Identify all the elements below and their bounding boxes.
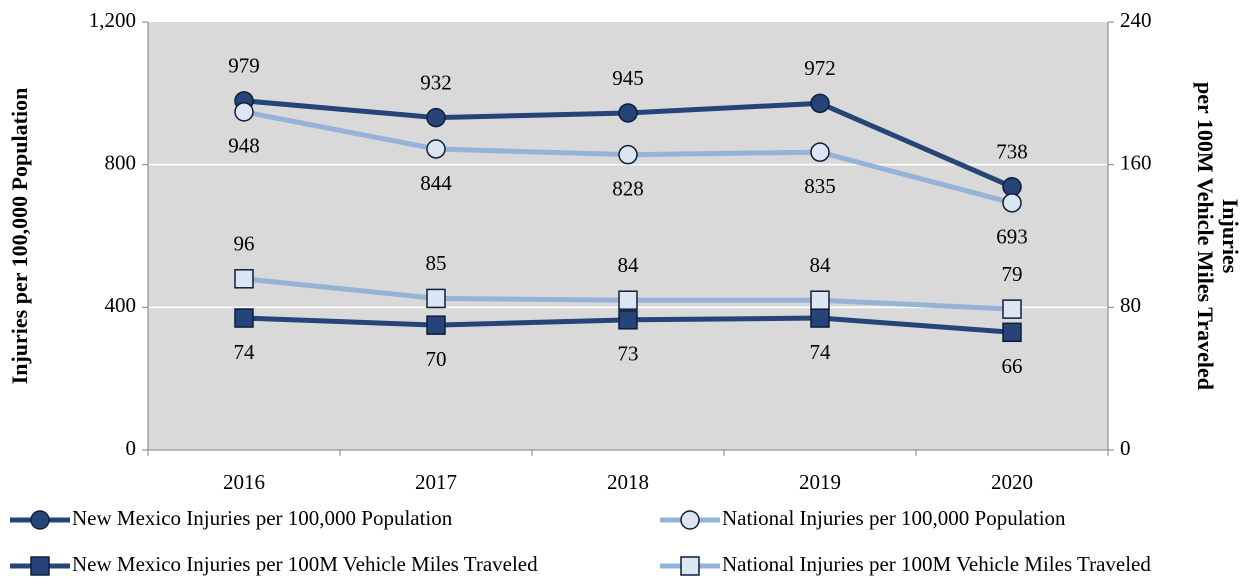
y-tick-label: 800 [105, 150, 137, 174]
data-label: 844 [420, 171, 452, 195]
plot-area [148, 22, 1108, 450]
marker [618, 310, 638, 330]
data-label: 70 [426, 347, 447, 371]
data-label: 66 [1002, 354, 1023, 378]
y-tick-label: 1,200 [89, 8, 136, 32]
legend-marker [680, 510, 700, 530]
y2-tick-label: 160 [1120, 150, 1152, 174]
marker [426, 288, 446, 309]
y2-tick-label: 0 [1120, 436, 1131, 460]
y-axis-title: Injuries per 100,000 Population [7, 88, 32, 385]
marker [1002, 322, 1022, 343]
y2-tick-label: 240 [1120, 8, 1152, 32]
data-label: 979 [228, 54, 260, 78]
legend-label: National Injuries per 100,000 Population [722, 506, 1066, 530]
data-label: 74 [810, 340, 832, 364]
marker [234, 308, 254, 328]
data-label: 84 [810, 253, 832, 277]
data-label: 84 [618, 253, 640, 277]
marker [618, 144, 638, 165]
y2-tick-label: 80 [1120, 293, 1141, 317]
data-label: 79 [1002, 262, 1023, 286]
marker [234, 269, 254, 289]
data-label: 85 [426, 251, 447, 275]
y-tick-label: 0 [126, 436, 137, 460]
legend-label: National Injuries per 100M Vehicle Miles… [722, 552, 1151, 576]
legend-label: New Mexico Injuries per 100,000 Populati… [72, 506, 453, 530]
marker [618, 290, 638, 310]
data-label: 693 [996, 225, 1028, 249]
x-tick-label: 2018 [607, 470, 649, 494]
x-tick-label: 2020 [991, 470, 1033, 494]
marker [1002, 299, 1022, 319]
marker [810, 308, 830, 328]
marker [426, 107, 446, 128]
x-tick-label: 2017 [415, 470, 457, 494]
marker [618, 103, 638, 123]
marker [810, 93, 830, 114]
y-tick-label: 400 [105, 293, 137, 317]
x-tick-label: 2019 [799, 470, 841, 494]
marker [810, 142, 830, 162]
data-label: 945 [612, 66, 644, 90]
data-label: 96 [234, 232, 255, 256]
data-label: 932 [420, 70, 452, 94]
data-label: 74 [234, 340, 256, 364]
marker [426, 315, 446, 335]
y2-axis-title: per 100M Vehicle Miles Traveled [1193, 82, 1218, 390]
legend-label: New Mexico Injuries per 100M Vehicle Mil… [72, 552, 538, 576]
legend-marker [30, 510, 50, 530]
y2-axis-title: Injuries [1218, 199, 1243, 274]
data-label: 972 [804, 56, 836, 80]
legend-marker [680, 556, 700, 576]
marker [810, 290, 830, 310]
marker [1002, 193, 1022, 213]
data-label: 738 [996, 140, 1028, 164]
marker [234, 102, 254, 122]
data-label: 948 [228, 134, 260, 158]
marker [426, 139, 446, 159]
data-label: 835 [804, 174, 836, 198]
data-label: 828 [612, 176, 644, 200]
legend-marker [30, 556, 50, 576]
x-tick-label: 2016 [223, 470, 265, 494]
data-label: 73 [618, 342, 639, 366]
